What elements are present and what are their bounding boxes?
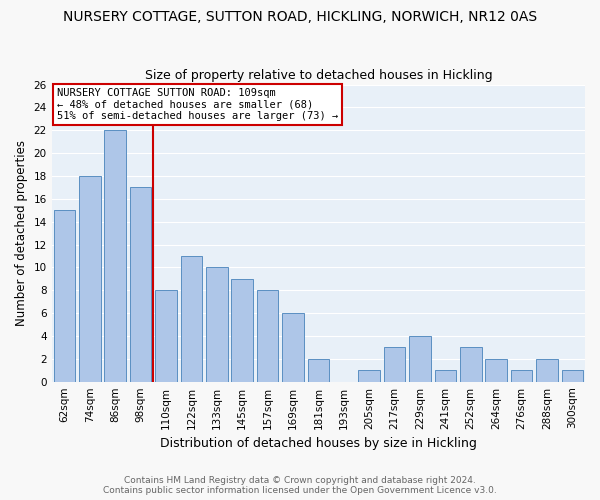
Y-axis label: Number of detached properties: Number of detached properties [15,140,28,326]
Bar [155,290,177,382]
Bar [206,268,227,382]
Bar [384,348,406,382]
Bar [257,290,278,382]
Bar [53,210,75,382]
Bar [434,370,456,382]
Text: NURSERY COTTAGE, SUTTON ROAD, HICKLING, NORWICH, NR12 0AS: NURSERY COTTAGE, SUTTON ROAD, HICKLING, … [63,10,537,24]
Bar [358,370,380,382]
Bar [104,130,126,382]
Bar [409,336,431,382]
Bar [308,359,329,382]
Text: NURSERY COTTAGE SUTTON ROAD: 109sqm
← 48% of detached houses are smaller (68)
51: NURSERY COTTAGE SUTTON ROAD: 109sqm ← 48… [57,88,338,121]
Bar [79,176,101,382]
Bar [460,348,482,382]
Bar [181,256,202,382]
Text: Contains HM Land Registry data © Crown copyright and database right 2024.
Contai: Contains HM Land Registry data © Crown c… [103,476,497,495]
X-axis label: Distribution of detached houses by size in Hickling: Distribution of detached houses by size … [160,437,477,450]
Bar [536,359,557,382]
Bar [282,313,304,382]
Title: Size of property relative to detached houses in Hickling: Size of property relative to detached ho… [145,69,492,82]
Bar [485,359,507,382]
Bar [562,370,583,382]
Bar [130,188,151,382]
Bar [511,370,532,382]
Bar [232,279,253,382]
